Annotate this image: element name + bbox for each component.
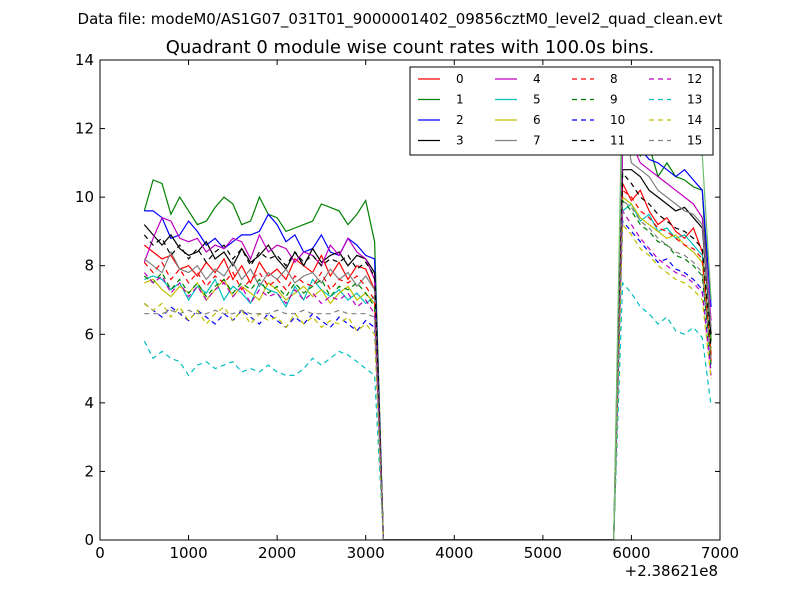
- y-tick-label: 2: [84, 462, 94, 480]
- x-tick-label: 3000: [347, 544, 385, 562]
- legend-label-15: 15: [687, 134, 702, 148]
- y-tick-label: 6: [84, 325, 94, 343]
- y-tick-label: 8: [84, 257, 94, 275]
- legend-label-8: 8: [610, 72, 618, 86]
- x-tick-label: 2000: [258, 544, 296, 562]
- legend-label-7: 7: [533, 134, 541, 148]
- legend-label-14: 14: [687, 113, 702, 127]
- y-tick-label: 12: [75, 120, 94, 138]
- x-tick-label: 0: [95, 544, 105, 562]
- y-tick-label: 0: [84, 531, 94, 549]
- x-tick-label: 6000: [612, 544, 650, 562]
- x-tick-label: 4000: [435, 544, 473, 562]
- x-offset-label: +2.38621e8: [625, 562, 718, 580]
- legend-label-2: 2: [456, 113, 464, 127]
- y-tick-label: 14: [75, 51, 94, 69]
- chart-title: Quadrant 0 module wise count rates with …: [166, 37, 655, 58]
- legend-label-9: 9: [610, 93, 618, 107]
- legend-label-4: 4: [533, 72, 541, 86]
- legend-label-5: 5: [533, 93, 541, 107]
- chart-suptitle: Data file: modeM0/AS1G07_031T01_90000014…: [78, 10, 723, 29]
- series-line-12: [143, 208, 712, 540]
- plot-frame: [99, 59, 721, 541]
- legend-label-10: 10: [610, 113, 625, 127]
- legend-label-0: 0: [456, 72, 464, 86]
- legend-label-13: 13: [687, 93, 702, 107]
- x-axis: 0 1000 2000 3000 4000 5000 6000 7000: [95, 60, 739, 562]
- series-line-8: [143, 189, 712, 540]
- series-line-14: [143, 223, 712, 540]
- legend-label-3: 3: [456, 134, 464, 148]
- legend-label-12: 12: [687, 72, 702, 86]
- y-tick-label: 10: [75, 188, 94, 206]
- x-tick-label: 1000: [169, 544, 207, 562]
- x-tick-label: 7000: [701, 544, 739, 562]
- legend-label-6: 6: [533, 113, 541, 127]
- legend-label-11: 11: [610, 134, 625, 148]
- x-tick-label: 5000: [524, 544, 562, 562]
- y-tick-label: 4: [84, 394, 94, 412]
- legend-label-1: 1: [456, 93, 464, 107]
